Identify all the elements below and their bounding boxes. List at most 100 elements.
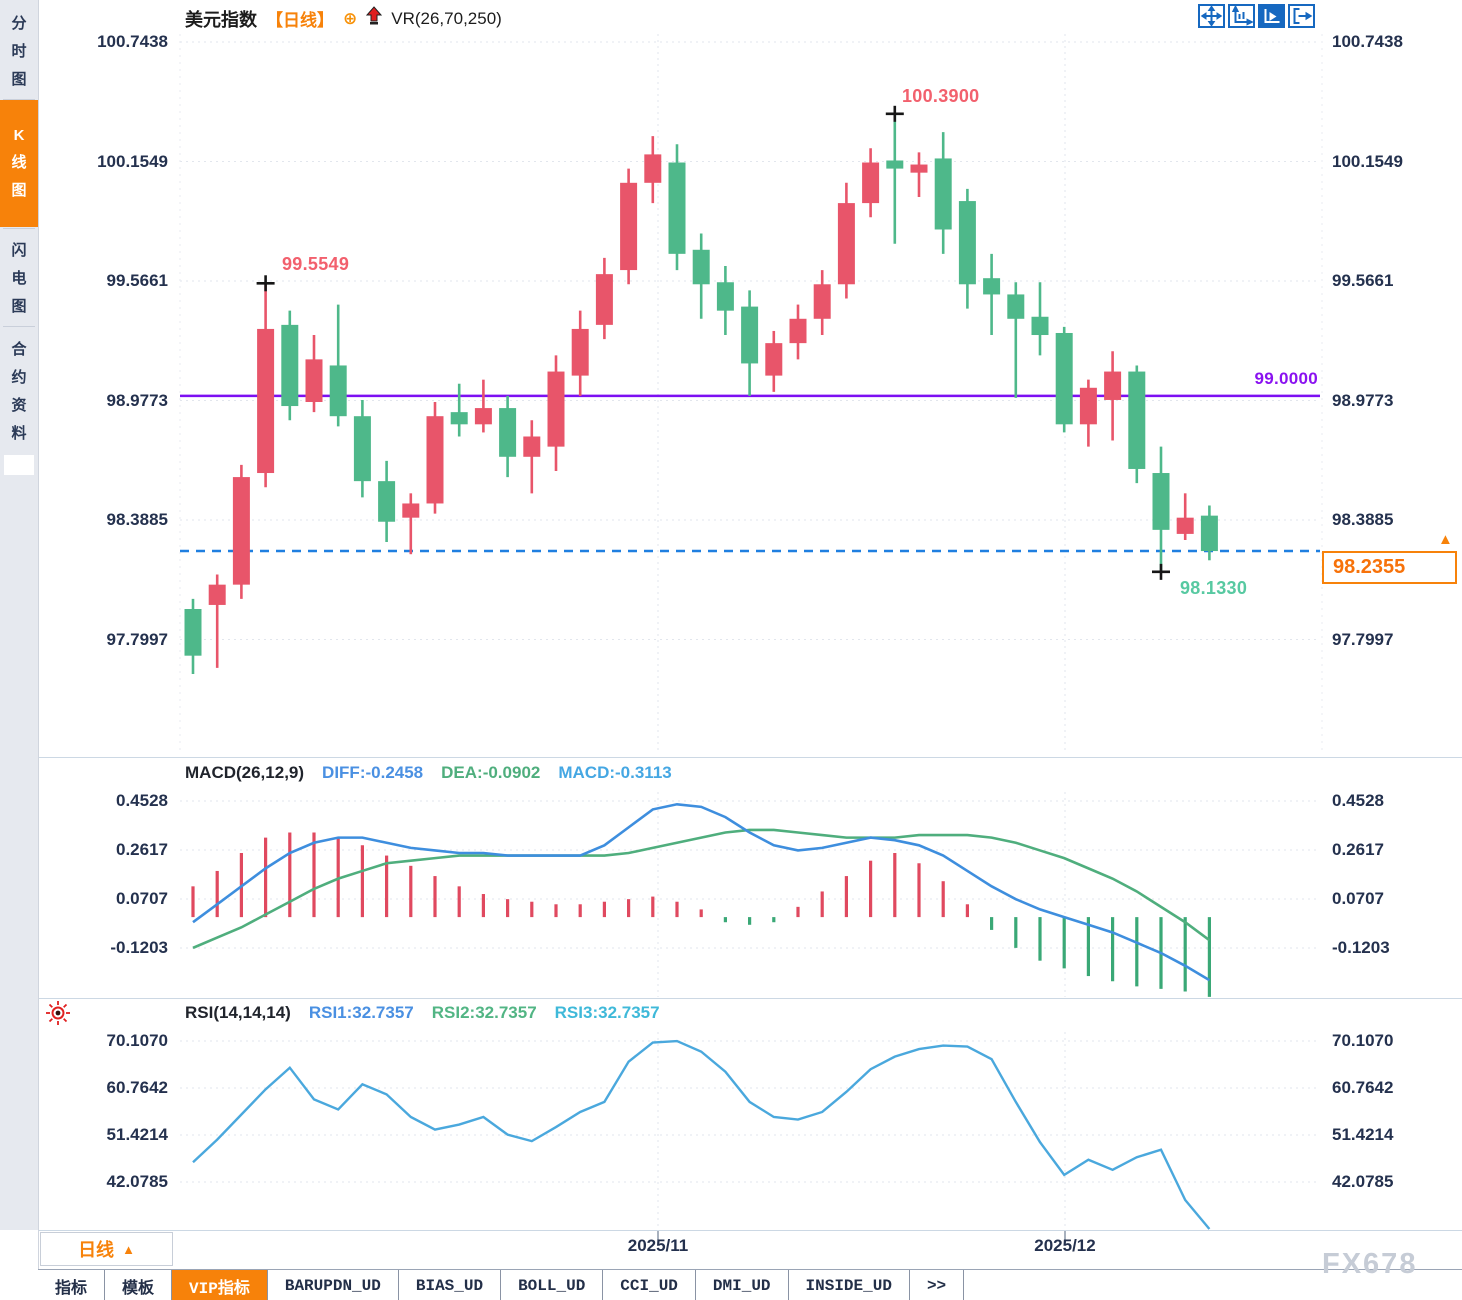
- tab-指标[interactable]: 指标: [38, 1270, 106, 1300]
- candles-layer: [184, 113, 1218, 674]
- y-axis-label: 0.2617: [116, 840, 168, 859]
- candle[interactable]: [958, 188, 976, 309]
- tab-boll-ud[interactable]: BOLL_UD: [501, 1270, 604, 1300]
- candle[interactable]: [813, 270, 831, 336]
- candle[interactable]: [353, 399, 371, 498]
- tab-barupdn-ud[interactable]: BARUPDN_UD: [268, 1270, 399, 1300]
- main-grid: [38, 0, 1462, 1300]
- last-price-box[interactable]: 98.2355: [1322, 551, 1457, 584]
- candle[interactable]: [1104, 351, 1122, 441]
- candle[interactable]: [595, 257, 613, 340]
- candle[interactable]: [329, 304, 347, 427]
- y-axis-label: -0.1203: [1332, 938, 1390, 957]
- extreme-marker: [1152, 563, 1170, 580]
- sidebar-item-char: 料: [11, 424, 27, 442]
- sidebar-item-char: 图: [11, 297, 27, 315]
- candle[interactable]: [232, 464, 250, 599]
- candle[interactable]: [1007, 282, 1025, 398]
- candle[interactable]: [692, 233, 710, 319]
- y-axis-label: 97.7997: [106, 629, 168, 649]
- candle[interactable]: [426, 401, 444, 514]
- candle[interactable]: [644, 136, 662, 204]
- y-axis-label: 99.5661: [106, 271, 168, 290]
- candle[interactable]: [716, 266, 734, 336]
- candle[interactable]: [1152, 446, 1170, 572]
- candle[interactable]: [1200, 505, 1218, 561]
- y-axis-label: 98.3885: [106, 510, 168, 529]
- candle[interactable]: [281, 310, 299, 421]
- candle[interactable]: [886, 113, 904, 244]
- tab-模板[interactable]: 模板: [105, 1270, 173, 1300]
- x-axis-label: 2025/12: [1034, 1236, 1096, 1255]
- candle[interactable]: [499, 395, 517, 478]
- sidebar-item-char: 图: [11, 70, 27, 88]
- sidebar-item-4[interactable]: 合约资料: [0, 327, 38, 453]
- alert-sun-icon[interactable]: [44, 999, 72, 1032]
- tab-dmi-ud[interactable]: DMI_UD: [696, 1270, 789, 1300]
- candle[interactable]: [257, 283, 275, 488]
- sidebar-item-char: 电: [11, 269, 27, 287]
- red-up-arrow-icon[interactable]: [366, 5, 383, 32]
- candle[interactable]: [378, 460, 396, 543]
- y-axis-label: 42.0785: [106, 1172, 168, 1191]
- y-axis-label: 98.3885: [1332, 510, 1394, 529]
- candle[interactable]: [547, 355, 565, 471]
- pan-right-icon[interactable]: [1288, 4, 1315, 28]
- candle[interactable]: [305, 335, 323, 413]
- candle[interactable]: [1128, 365, 1146, 484]
- candle[interactable]: [1031, 282, 1049, 356]
- candle[interactable]: [765, 330, 783, 392]
- y-axis-label: 0.4528: [1332, 791, 1384, 810]
- candle[interactable]: [862, 148, 880, 218]
- candle[interactable]: [741, 290, 759, 396]
- tab-bias-ud[interactable]: BIAS_UD: [399, 1270, 502, 1300]
- period-select-button[interactable]: 日线 ▲: [40, 1232, 173, 1266]
- sidebar-item-1[interactable]: 分时图: [0, 2, 38, 98]
- sidebar-item-char: 合: [11, 340, 27, 358]
- rsi-title[interactable]: RSI(14,14,14): [185, 1003, 291, 1022]
- candle[interactable]: [668, 144, 686, 271]
- candle[interactable]: [1176, 493, 1194, 540]
- candle[interactable]: [474, 379, 492, 433]
- y-axis-label: 60.7642: [1332, 1078, 1394, 1097]
- sidebar-item-char: 资: [11, 396, 27, 414]
- candle[interactable]: [208, 574, 226, 668]
- candle[interactable]: [523, 420, 541, 494]
- candle[interactable]: [1055, 326, 1073, 433]
- y-axis-label: -0.1203: [110, 938, 168, 957]
- sidebar-divider: [3, 326, 35, 327]
- sidebar-item-3[interactable]: 闪电图: [0, 229, 38, 325]
- tab-cci-ud[interactable]: CCI_UD: [603, 1270, 696, 1300]
- candle[interactable]: [934, 132, 952, 254]
- tab-vip指标[interactable]: VIP指标: [172, 1270, 268, 1300]
- tab-inside-ud[interactable]: INSIDE_UD: [789, 1270, 910, 1300]
- macd-diff-line: [192, 802, 1211, 982]
- candle[interactable]: [450, 383, 468, 437]
- candle[interactable]: [1079, 379, 1097, 447]
- axis-scale-icon[interactable]: [1228, 4, 1255, 28]
- candle[interactable]: [402, 493, 420, 555]
- indicator-tab-bar: 指标 模板 VIP指标 BARUPDN_UD BIAS_UD BOLL_UD CCI_UD D…: [38, 1269, 1462, 1300]
- candle[interactable]: [983, 253, 1001, 336]
- circle-plus-icon[interactable]: ⊕: [343, 8, 358, 28]
- chart-fit-icon[interactable]: [1258, 4, 1285, 28]
- candle[interactable]: [184, 598, 202, 674]
- candle[interactable]: [910, 152, 928, 198]
- macd-title[interactable]: MACD(26,12,9): [185, 763, 305, 782]
- price-up-arrow-icon: ▲: [1438, 531, 1453, 548]
- y-axis-label: 100.7438: [97, 32, 168, 51]
- extreme-marker: [256, 275, 275, 292]
- candle[interactable]: [789, 304, 807, 360]
- period-tag[interactable]: 【日线】: [266, 11, 334, 30]
- tab--[interactable]: >>: [910, 1270, 965, 1300]
- candle[interactable]: [571, 310, 589, 396]
- candle[interactable]: [837, 182, 855, 299]
- rsi2-value: RSI2:32.7357: [431, 1003, 537, 1022]
- horizontal-line-label: 99.0000: [1254, 369, 1318, 388]
- extreme-marker: [885, 105, 904, 122]
- candle[interactable]: [620, 168, 638, 285]
- move-icon[interactable]: [1198, 4, 1225, 28]
- y-axis-label: 51.4214: [106, 1125, 168, 1144]
